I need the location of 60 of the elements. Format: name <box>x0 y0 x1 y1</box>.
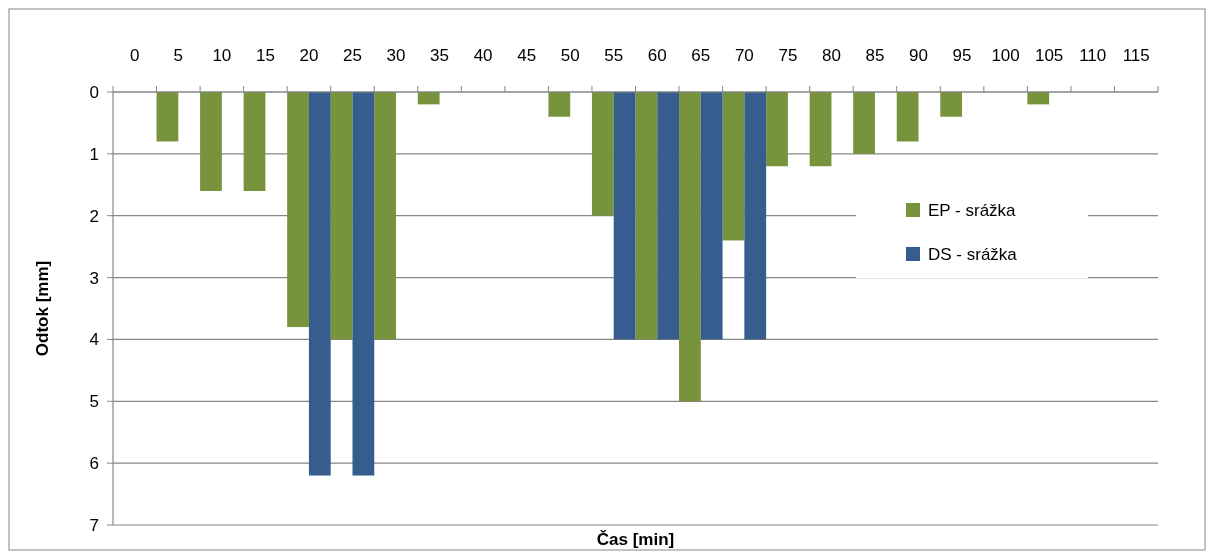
bar <box>308 92 331 476</box>
bar <box>200 92 222 191</box>
y-tick-label: 6 <box>89 454 99 474</box>
y-tick-label: 7 <box>89 515 99 535</box>
bar <box>352 92 375 476</box>
y-tick-label: 2 <box>89 206 99 226</box>
bar <box>330 92 353 340</box>
x-tick-label: 80 <box>821 46 841 65</box>
bar <box>896 92 919 142</box>
x-tick-label: 10 <box>212 46 232 65</box>
x-tick-label: 55 <box>604 46 624 65</box>
legend-label: EP - srážka <box>928 200 1017 220</box>
x-tick-label: 35 <box>430 46 450 65</box>
legend-label: DS - srážka <box>928 244 1018 264</box>
bar <box>591 92 614 216</box>
bar <box>287 92 309 328</box>
x-tick-label: 110 <box>1079 46 1107 65</box>
bar <box>156 92 179 142</box>
x-tick-label: 95 <box>952 46 972 65</box>
bar <box>1027 92 1050 105</box>
x-tick-label: 90 <box>909 46 928 65</box>
x-tick-label: 0 <box>130 46 140 65</box>
bar <box>613 92 636 340</box>
y-tick-label: 1 <box>89 144 99 164</box>
bar <box>853 92 875 154</box>
bar <box>766 92 788 167</box>
x-tick-label: 15 <box>255 46 275 65</box>
bar <box>635 92 658 340</box>
y-axis-title: Odtok [mm] <box>33 260 52 357</box>
bar <box>809 92 832 167</box>
x-tick-label: 65 <box>691 46 711 65</box>
bar <box>679 92 701 402</box>
x-tick-label: 85 <box>865 46 885 65</box>
bar <box>374 92 397 340</box>
x-tick-label: 45 <box>517 46 537 65</box>
bar <box>940 92 963 117</box>
bar <box>657 92 680 340</box>
y-tick-label: 5 <box>89 392 99 412</box>
x-tick-label: 30 <box>386 46 406 65</box>
bar <box>722 92 745 241</box>
x-tick-label: 5 <box>173 46 184 65</box>
x-tick-label: 115 <box>1122 46 1150 65</box>
x-tick-label: 105 <box>1034 46 1064 65</box>
bar <box>744 92 767 340</box>
y-tick-label: 0 <box>89 82 99 102</box>
x-tick-label: 100 <box>991 46 1020 65</box>
bar <box>548 92 571 117</box>
y-tick-label: 4 <box>89 330 99 350</box>
x-tick-label: 70 <box>734 46 754 65</box>
y-tick-label: 3 <box>89 268 99 288</box>
x-axis-title: Čas [min] <box>596 530 675 549</box>
x-tick-label: 60 <box>647 46 667 65</box>
x-tick-label: 75 <box>778 46 798 65</box>
x-tick-label: 50 <box>560 46 580 65</box>
bar <box>243 92 266 191</box>
x-tick-label: 25 <box>343 46 362 65</box>
bar <box>417 92 440 105</box>
x-tick-label: 20 <box>299 46 319 65</box>
x-tick-label: 40 <box>473 46 493 65</box>
bar <box>700 92 723 340</box>
